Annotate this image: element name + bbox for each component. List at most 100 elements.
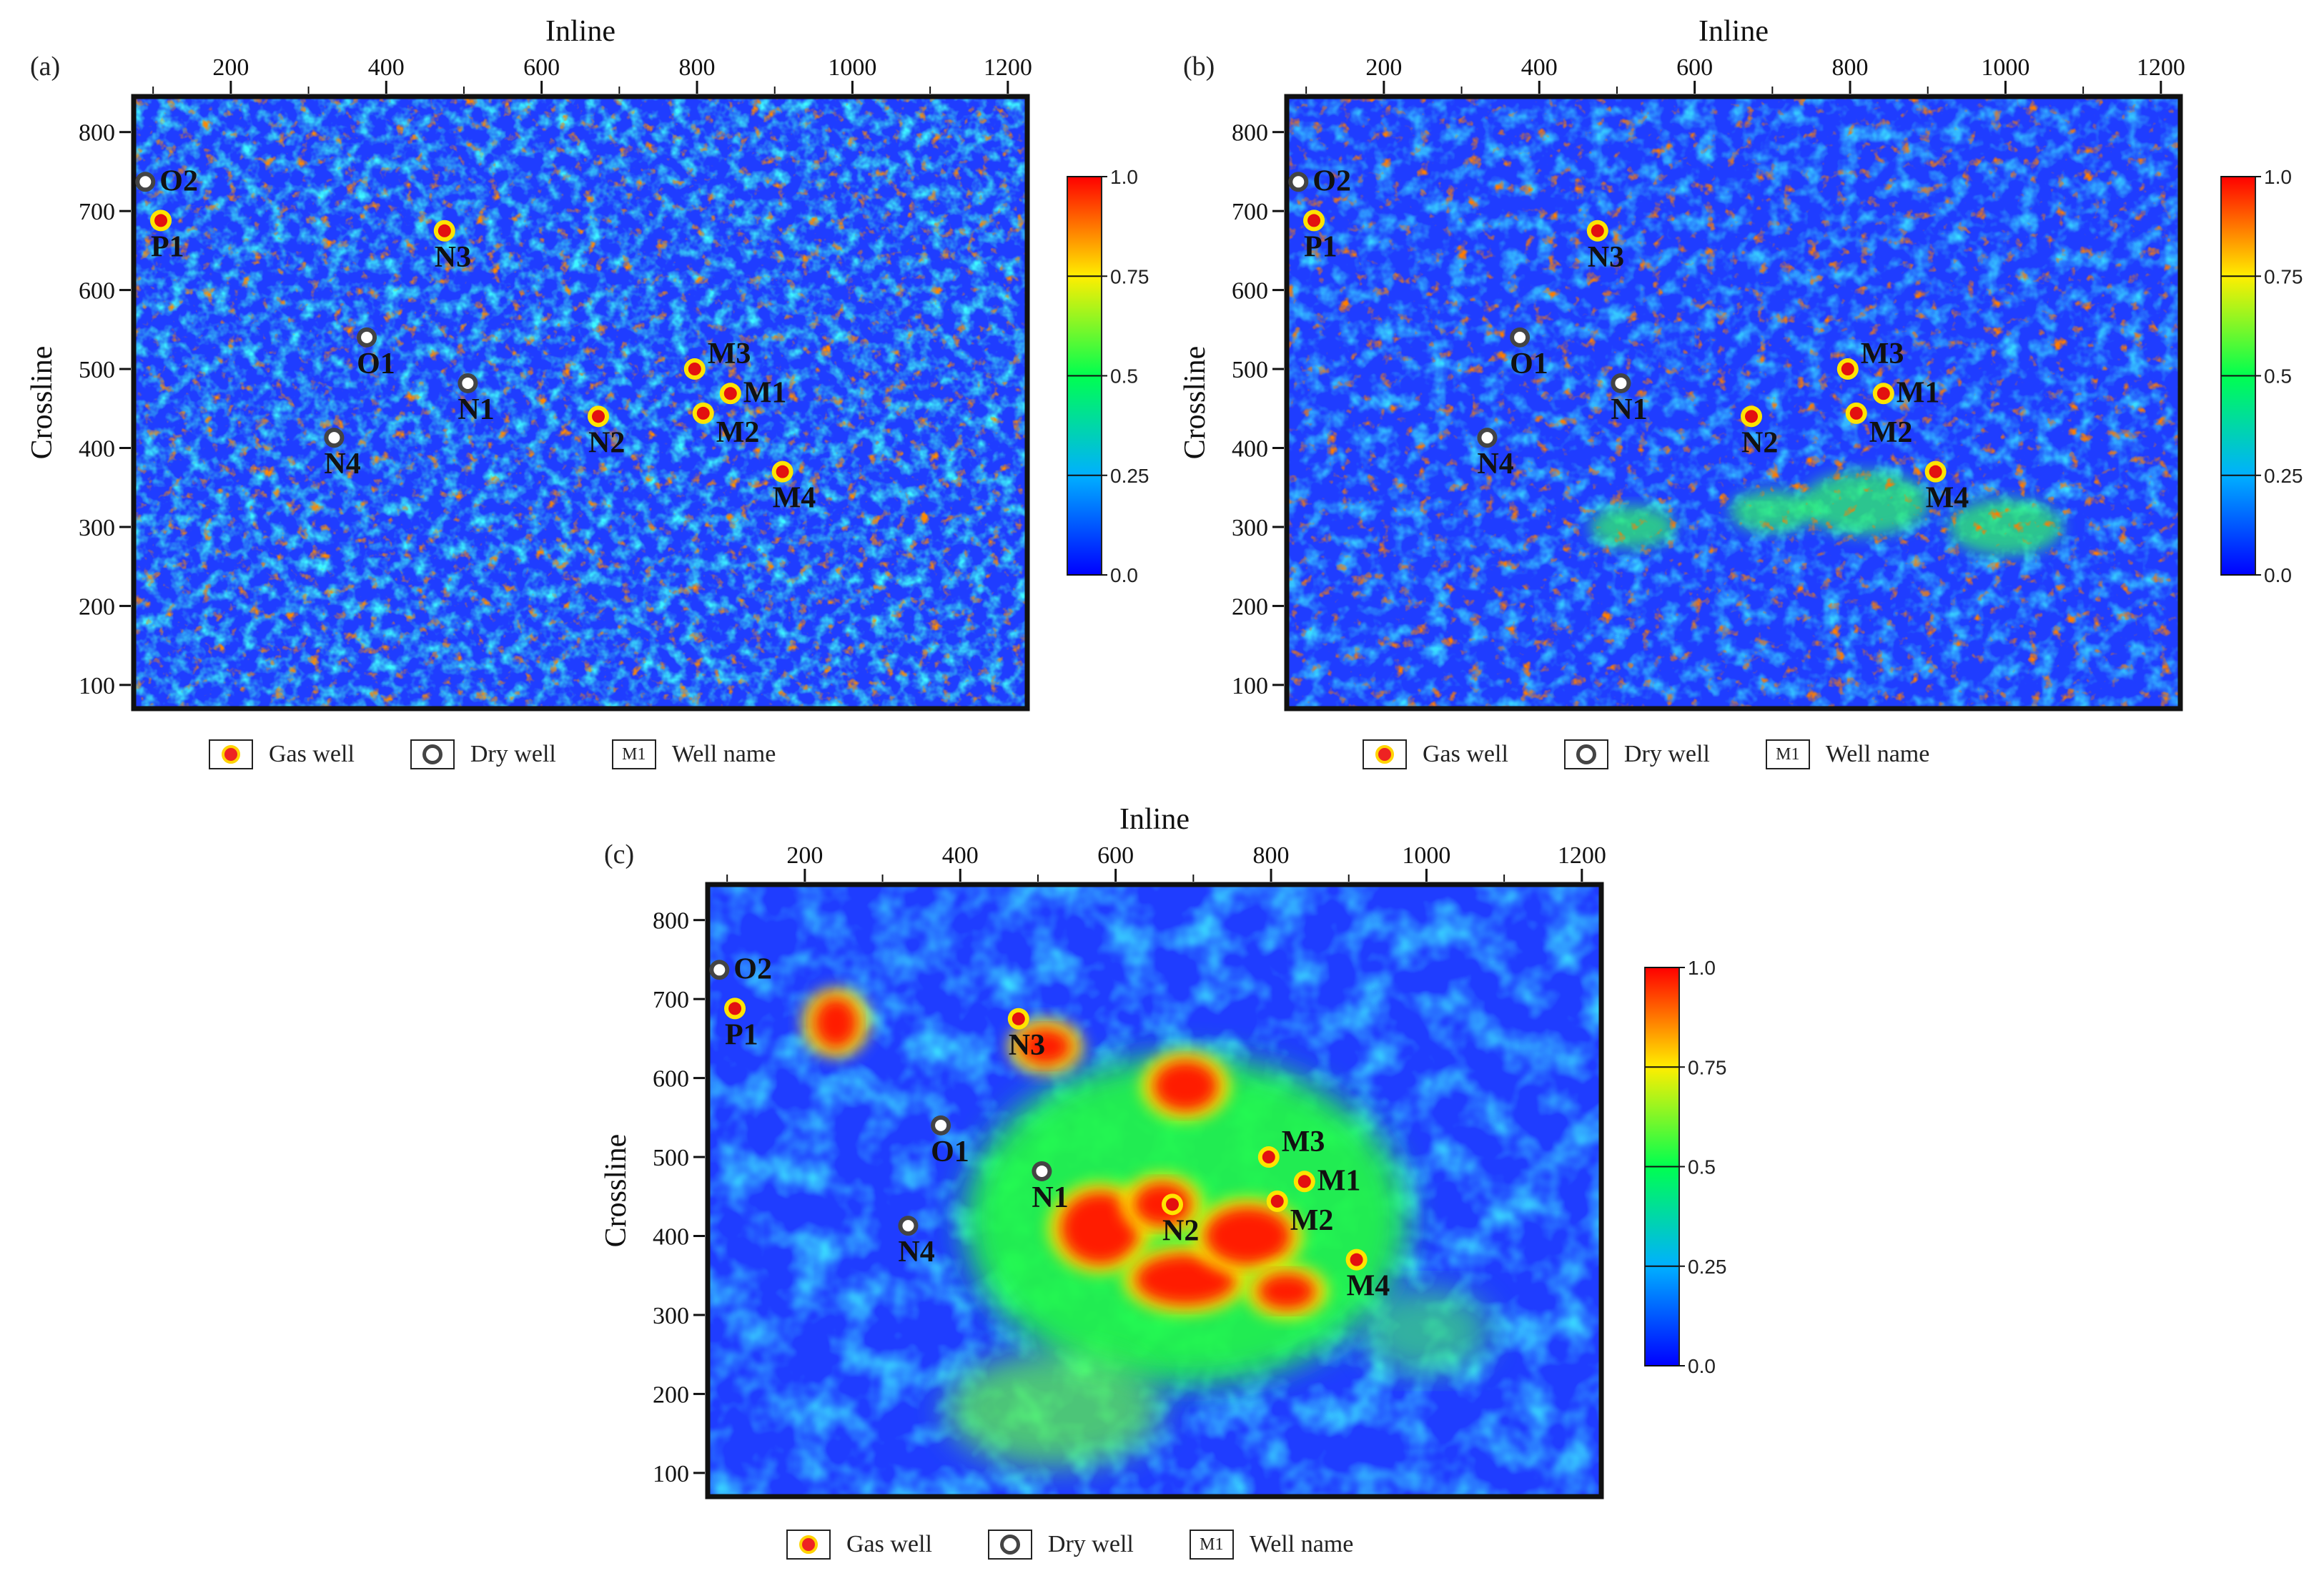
well-m4: M4 bbox=[1345, 1249, 1390, 1303]
x-tick-label: 600 bbox=[523, 54, 560, 81]
well-o2: O2 bbox=[135, 164, 198, 197]
well-n4: N4 bbox=[324, 428, 361, 481]
y-tick-label: 400 bbox=[79, 436, 115, 463]
dry-well-icon bbox=[1576, 744, 1596, 764]
colorbar-tick-label: 0.75 bbox=[2264, 265, 2303, 287]
panel-c: (c) Inline Crossline 200 400 600 800 1000 1200 10… bbox=[600, 803, 1727, 1499]
dry-well-core bbox=[462, 377, 474, 389]
panel-b: (b) Inline Crossline 200 400 600 800 1000 1200 10… bbox=[1179, 15, 2303, 711]
gas-well-core bbox=[1307, 214, 1321, 227]
y-axis-title: Crossline bbox=[1179, 346, 1212, 460]
gas-well-icon bbox=[799, 1535, 818, 1554]
well-p1: P1 bbox=[724, 998, 758, 1051]
well-label: O2 bbox=[1312, 164, 1351, 197]
well-label: P1 bbox=[725, 1018, 758, 1051]
gas-well-core bbox=[1166, 1198, 1179, 1211]
map-zone bbox=[1205, 1207, 1291, 1265]
x-tick-label: 200 bbox=[212, 54, 249, 81]
x-tick-label: 1200 bbox=[2137, 54, 2185, 81]
y-tick-label: 800 bbox=[653, 908, 689, 935]
gas-well-core bbox=[776, 465, 789, 478]
well-label: M3 bbox=[1861, 338, 1904, 370]
x-axis-title: Inline bbox=[1119, 803, 1190, 836]
map-zone bbox=[1362, 1288, 1491, 1374]
x-tick-label: 1000 bbox=[828, 54, 876, 81]
map-zone bbox=[1153, 1060, 1218, 1111]
y-tick-label: 500 bbox=[79, 357, 115, 383]
y-tick-label: 800 bbox=[1232, 120, 1268, 147]
well-n2: N2 bbox=[1741, 405, 1778, 459]
x-tick-label: 400 bbox=[942, 842, 979, 869]
well-m2: M2 bbox=[1845, 402, 1913, 449]
y-tick-label: 200 bbox=[1232, 594, 1268, 620]
map-highlights bbox=[1287, 97, 2180, 709]
well-m3: M3 bbox=[1257, 1126, 1325, 1168]
colorbar-tick-label: 0.25 bbox=[1688, 1256, 1727, 1278]
well-label: M3 bbox=[708, 338, 751, 370]
gas-well-core bbox=[1745, 410, 1758, 423]
gas-well-core bbox=[1929, 465, 1942, 478]
dry-well-core bbox=[1292, 176, 1305, 188]
gas-well-core bbox=[1262, 1151, 1275, 1164]
well-n3: N3 bbox=[1586, 220, 1624, 274]
panel-a: (a) Inline Crossline 200 400 600 800 1000 1200 10… bbox=[26, 15, 1149, 711]
well-p1: P1 bbox=[150, 210, 184, 263]
gas-well-core bbox=[728, 1002, 742, 1015]
gas-well-icon bbox=[222, 745, 240, 764]
gas-well-core bbox=[688, 363, 701, 376]
x-tick-label: 1000 bbox=[1402, 842, 1450, 869]
well-label: P1 bbox=[1304, 230, 1337, 263]
map-zone bbox=[1257, 1273, 1315, 1309]
y-tick-label: 400 bbox=[653, 1224, 689, 1251]
legend-gas-item: Gas well bbox=[209, 739, 355, 769]
well-label: O1 bbox=[1510, 348, 1548, 380]
panel-label: (b) bbox=[1183, 51, 1215, 82]
well-n1: N1 bbox=[1611, 373, 1648, 426]
y-tick-label: 300 bbox=[79, 515, 115, 541]
x-tick-label: 200 bbox=[786, 842, 823, 869]
x-tick-label: 800 bbox=[679, 54, 716, 81]
map-zone bbox=[814, 998, 858, 1048]
well-label: N2 bbox=[588, 426, 625, 459]
well-label: N1 bbox=[1611, 393, 1647, 426]
well-label: M3 bbox=[1282, 1126, 1325, 1158]
attribute-map bbox=[1287, 97, 2180, 709]
well-label: N3 bbox=[1588, 241, 1624, 274]
well-label: M4 bbox=[1926, 482, 1969, 515]
colorbar-tick-label: 0.0 bbox=[2264, 564, 2292, 586]
y-tick-label: 400 bbox=[1232, 436, 1268, 463]
gas-well-core bbox=[696, 406, 710, 420]
x-tick-label: 1000 bbox=[1981, 54, 2029, 81]
y-tick-label: 200 bbox=[79, 594, 115, 620]
dry-well-core bbox=[139, 176, 152, 188]
well-label: P1 bbox=[151, 230, 184, 263]
dry-well-core bbox=[1481, 432, 1493, 444]
panel-label: (a) bbox=[30, 51, 60, 82]
well-label: M1 bbox=[743, 376, 787, 409]
well-label: M2 bbox=[1869, 416, 1913, 449]
dry-well-core bbox=[1615, 377, 1627, 389]
y-tick-label: 500 bbox=[653, 1145, 689, 1171]
colorbar-tick-label: 0.75 bbox=[1110, 265, 1149, 287]
y-tick-label: 700 bbox=[1232, 199, 1268, 225]
colorbar-tick-label: 1.0 bbox=[1110, 166, 1138, 188]
well-o1: O1 bbox=[357, 327, 395, 380]
gas-well-core bbox=[723, 387, 737, 400]
gas-well-core bbox=[154, 214, 168, 227]
y-tick-label: 700 bbox=[653, 987, 689, 1013]
colorbar-tick-label: 0.0 bbox=[1110, 564, 1138, 586]
dry-well-core bbox=[1514, 331, 1526, 343]
attribute-map bbox=[134, 97, 1027, 709]
x-tick-label: 400 bbox=[368, 54, 405, 81]
legend-gas-item: Gas well bbox=[786, 1530, 932, 1560]
gas-well-core bbox=[1297, 1175, 1311, 1188]
x-tick-label: 1200 bbox=[984, 54, 1032, 81]
y-tick-label: 500 bbox=[1232, 357, 1268, 383]
x-tick-label: 600 bbox=[1676, 54, 1713, 81]
gas-well-core bbox=[1270, 1194, 1284, 1208]
colorbar-tick-label: 0.25 bbox=[1110, 465, 1149, 487]
legend-gas-item: Gas well bbox=[1363, 739, 1508, 769]
y-tick-label: 100 bbox=[653, 1461, 689, 1487]
map-zone bbox=[1020, 1028, 1071, 1065]
well-label: N4 bbox=[1477, 448, 1513, 481]
